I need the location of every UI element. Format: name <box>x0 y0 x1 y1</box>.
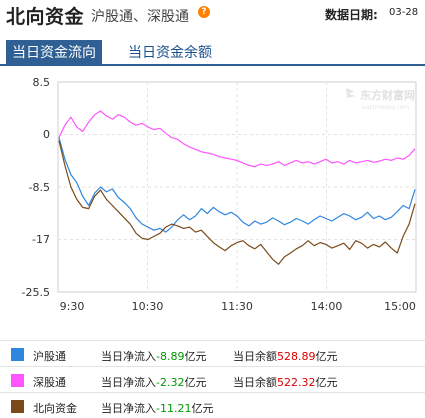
tab-bar: 当日资金流向 当日资金余额 <box>0 36 425 66</box>
balance-label: 当日余额 <box>233 350 277 363</box>
balance-unit: 亿元 <box>315 376 338 389</box>
net-inflow-value: -2.32 <box>156 376 185 389</box>
net-inflow: 当日净流入-8.89亿元 <box>101 348 206 364</box>
y-axis-ticks: 8.5 0 -8.5 -17 -25.5 <box>22 76 50 299</box>
y-tick-label: -17 <box>32 233 50 246</box>
x-tick-label: 10:30 <box>132 300 164 313</box>
balance-unit: 亿元 <box>315 350 338 363</box>
legend-row-shenzhen: 深股通 当日净流入-2.32亿元 当日余额522.32亿元 <box>0 369 425 393</box>
y-tick-label: 8.5 <box>33 76 51 89</box>
net-inflow-label: 当日净流入 <box>101 350 156 363</box>
divider <box>0 392 425 393</box>
x-tick-label: 14:00 <box>311 300 343 313</box>
net-inflow-label: 当日净流入 <box>101 376 156 389</box>
page-title: 北向资金 <box>6 6 85 28</box>
balance: 当日余额522.32亿元 <box>233 374 338 390</box>
balance-label: 当日余额 <box>233 376 277 389</box>
series-line <box>58 110 416 168</box>
net-inflow-unit: 亿元 <box>184 376 207 389</box>
net-inflow-unit: 亿元 <box>191 402 214 415</box>
series-line <box>58 140 416 265</box>
y-tick-label: -8.5 <box>29 181 50 194</box>
series-name: 深股通 <box>33 376 66 389</box>
header: 北向资金 沪股通、深股通 ? 数据日期: 03-28 <box>0 0 425 28</box>
x-tick-label: 9:30 <box>60 300 85 313</box>
divider <box>0 340 425 341</box>
question-icon[interactable]: ? <box>198 6 210 18</box>
x-axis-ticks: 9:30 10:30 11:30 14:00 15:00 <box>60 300 416 313</box>
series-color-swatch <box>11 348 24 361</box>
legend: 沪股通 当日净流入-8.89亿元 当日余额528.89亿元 深股通 当日净流入-… <box>0 340 425 418</box>
x-tick-label: 11:30 <box>221 300 253 313</box>
net-inflow: 当日净流入-2.32亿元 <box>101 374 206 390</box>
net-inflow-value: -11.21 <box>156 402 192 415</box>
legend-row-northbound: 北向资金 当日净流入-11.21亿元 <box>0 395 425 418</box>
net-inflow-label: 当日净流入 <box>101 402 156 415</box>
series-color-swatch <box>11 400 24 413</box>
series-layer <box>58 110 416 265</box>
net-inflow-value: -8.89 <box>156 350 185 363</box>
series-color-swatch <box>11 374 24 387</box>
y-tick-label: -25.5 <box>22 286 50 299</box>
series-name: 沪股通 <box>33 350 66 363</box>
divider <box>0 366 425 367</box>
watermark: 东方财富网 eastmoney.com <box>346 88 415 111</box>
series-name: 北向资金 <box>33 402 77 415</box>
legend-row-shanghai: 沪股通 当日净流入-8.89亿元 当日余额528.89亿元 <box>0 343 425 367</box>
net-inflow: 当日净流入-11.21亿元 <box>101 400 213 416</box>
gridlines <box>58 82 416 292</box>
net-inflow-unit: 亿元 <box>184 350 207 363</box>
flow-line-chart: 8.5 0 -8.5 -17 -25.5 9:30 10:30 11:30 14… <box>22 76 417 313</box>
tab-daily-balance[interactable]: 当日资金余额 <box>128 45 212 61</box>
date-value: 03-28 <box>389 7 419 18</box>
watermark-sub: eastmoney.com <box>362 104 409 111</box>
date-label: 数据日期: <box>325 8 378 22</box>
eastmoney-logo-icon <box>346 88 356 98</box>
balance: 当日余额528.89亿元 <box>233 348 338 364</box>
x-tick-label: 15:00 <box>384 300 416 313</box>
y-tick-label: 0 <box>43 128 50 141</box>
subtitle: 沪股通、深股通 <box>91 9 189 25</box>
balance-value: 528.89 <box>277 350 316 363</box>
balance-value: 522.32 <box>277 376 316 389</box>
watermark-main: 东方财富网 <box>360 88 415 102</box>
series-line <box>58 137 416 233</box>
tab-daily-flow[interactable]: 当日资金流向 <box>6 40 102 66</box>
